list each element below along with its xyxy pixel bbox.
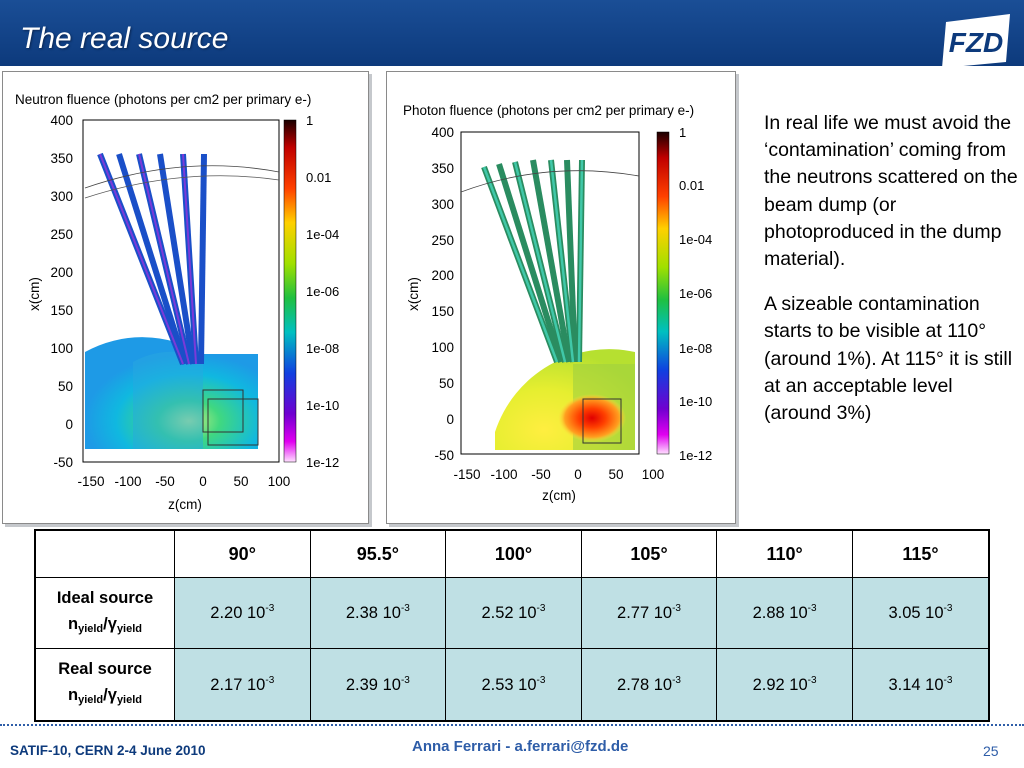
svg-text:-50: -50 xyxy=(531,467,551,482)
yield-table: 90° 95.5° 100° 105° 110° 115° Ideal sour… xyxy=(34,529,990,722)
fzd-logo-text: FZD xyxy=(949,27,1003,58)
photon-plot-svg: Photon fluence (photons per cm2 per prim… xyxy=(403,103,712,503)
photon-fluence-plot: Photon fluence (photons per cm2 per prim… xyxy=(386,71,736,524)
svg-text:250: 250 xyxy=(431,233,454,248)
explanation-paragraph-2: A sizeable contamination starts to be vi… xyxy=(764,293,1013,425)
neutron-fluence-plot: Neutron fluence (photons per cm2 per pri… xyxy=(2,71,369,524)
svg-text:0: 0 xyxy=(199,474,207,489)
svg-text:100: 100 xyxy=(642,467,665,482)
photon-plot-title: Photon fluence (photons per cm2 per prim… xyxy=(403,103,694,118)
neutron-ylabel: x(cm) xyxy=(27,277,42,311)
slide-title: The real source xyxy=(20,22,229,55)
svg-text:1: 1 xyxy=(679,125,686,140)
neutron-xlabel: z(cm) xyxy=(168,497,202,512)
svg-text:-50: -50 xyxy=(53,455,73,470)
svg-text:200: 200 xyxy=(431,268,454,283)
explanation-paragraph-1: In real life we must avoid the ‘contamin… xyxy=(764,112,1018,271)
svg-text:50: 50 xyxy=(439,376,454,391)
svg-text:350: 350 xyxy=(50,151,73,166)
photon-plot-data xyxy=(461,159,639,450)
svg-text:250: 250 xyxy=(50,227,73,242)
svg-text:0: 0 xyxy=(574,467,582,482)
svg-text:1e-04: 1e-04 xyxy=(679,232,712,247)
svg-text:1e-06: 1e-06 xyxy=(306,284,339,299)
svg-text:300: 300 xyxy=(431,197,454,212)
table-header-cell: 90° xyxy=(174,529,311,578)
svg-text:400: 400 xyxy=(431,125,454,140)
row-label-real-source: Real source nyield/γyield xyxy=(34,648,175,722)
table-cell: 2.77 10-3 xyxy=(580,576,718,650)
table-cell: 2.92 10-3 xyxy=(716,648,853,722)
table-cell: 2.88 10-3 xyxy=(716,576,853,650)
table-header-cell: 95.5° xyxy=(309,529,447,578)
table-cell: 2.20 10-3 xyxy=(174,576,311,650)
table-header-cell: 110° xyxy=(716,529,853,578)
svg-text:-150: -150 xyxy=(453,467,480,482)
footer-author-email: Anna Ferrari - a.ferrari@fzd.de xyxy=(412,738,629,755)
svg-text:1e-10: 1e-10 xyxy=(306,398,339,413)
table-row: Real source nyield/γyield 2.17 10-3 2.39… xyxy=(34,648,990,722)
svg-text:350: 350 xyxy=(431,161,454,176)
title-bar xyxy=(0,0,1024,66)
table-cell: 2.17 10-3 xyxy=(174,648,311,722)
fzd-logo: FZD xyxy=(942,14,1010,68)
svg-text:-50: -50 xyxy=(434,448,454,463)
svg-text:0: 0 xyxy=(446,412,454,427)
svg-text:1e-04: 1e-04 xyxy=(306,227,339,242)
table-cell: 3.05 10-3 xyxy=(851,576,990,650)
svg-text:200: 200 xyxy=(50,265,73,280)
svg-text:0: 0 xyxy=(65,417,73,432)
svg-text:150: 150 xyxy=(50,303,73,318)
table-cell: 2.39 10-3 xyxy=(309,648,447,722)
svg-text:0.01: 0.01 xyxy=(679,178,704,193)
table-cell: 2.52 10-3 xyxy=(445,576,582,650)
svg-text:1e-06: 1e-06 xyxy=(679,286,712,301)
footer-conference: SATIF-10, CERN 2-4 June 2010 xyxy=(10,743,206,758)
page-number: 25 xyxy=(983,743,999,759)
table-header-cell: 115° xyxy=(851,529,990,578)
neutron-plot-svg: Neutron fluence (photons per cm2 per pri… xyxy=(15,92,339,512)
svg-text:1e-08: 1e-08 xyxy=(306,341,339,356)
svg-text:300: 300 xyxy=(50,189,73,204)
svg-text:50: 50 xyxy=(608,467,623,482)
svg-text:-100: -100 xyxy=(114,474,141,489)
svg-text:150: 150 xyxy=(431,304,454,319)
svg-text:-150: -150 xyxy=(77,474,104,489)
neutron-plot-title: Neutron fluence (photons per cm2 per pri… xyxy=(15,92,311,107)
table-header-row: 90° 95.5° 100° 105° 110° 115° xyxy=(34,529,990,578)
svg-text:-50: -50 xyxy=(155,474,175,489)
svg-text:-100: -100 xyxy=(490,467,517,482)
explanation-text: In real life we must avoid the ‘contamin… xyxy=(764,110,1024,445)
svg-text:100: 100 xyxy=(50,341,73,356)
svg-text:100: 100 xyxy=(268,474,291,489)
table-cell: 2.78 10-3 xyxy=(580,648,718,722)
photon-xlabel: z(cm) xyxy=(542,488,576,503)
svg-text:400: 400 xyxy=(50,113,73,128)
neutron-plot-data xyxy=(84,152,279,449)
svg-text:50: 50 xyxy=(233,474,248,489)
svg-text:1e-12: 1e-12 xyxy=(679,448,712,463)
table-header-cell: 105° xyxy=(580,529,718,578)
table-cell: 2.38 10-3 xyxy=(309,576,447,650)
photon-ylabel: x(cm) xyxy=(406,277,421,311)
footer-divider xyxy=(0,724,1024,726)
svg-text:0.01: 0.01 xyxy=(306,170,331,185)
table-cell: 3.14 10-3 xyxy=(851,648,990,722)
table-row: Ideal source nyield/γyield 2.20 10-3 2.3… xyxy=(34,576,990,650)
row-label-ideal-source: Ideal source nyield/γyield xyxy=(34,576,175,650)
svg-text:1: 1 xyxy=(306,113,313,128)
svg-text:1e-12: 1e-12 xyxy=(306,455,339,470)
svg-text:1e-08: 1e-08 xyxy=(679,341,712,356)
svg-text:100: 100 xyxy=(431,340,454,355)
table-header-cell: 100° xyxy=(445,529,582,578)
table-corner-cell xyxy=(34,529,175,578)
svg-text:50: 50 xyxy=(58,379,73,394)
svg-text:1e-10: 1e-10 xyxy=(679,394,712,409)
table-cell: 2.53 10-3 xyxy=(445,648,582,722)
